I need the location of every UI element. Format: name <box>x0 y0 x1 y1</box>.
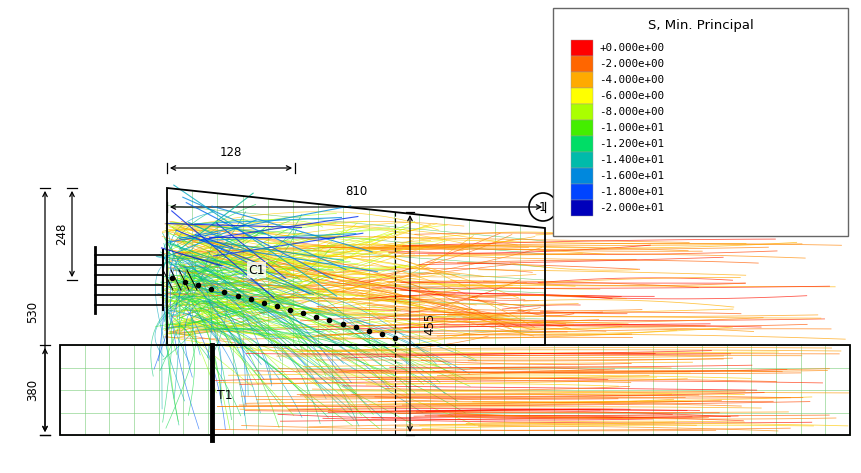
Text: -1.200e+01: -1.200e+01 <box>599 139 664 149</box>
Bar <box>571 184 593 200</box>
Text: 810: 810 <box>345 185 367 198</box>
Bar <box>571 200 593 216</box>
Text: -1.600e+01: -1.600e+01 <box>599 171 664 181</box>
Text: 380: 380 <box>27 379 40 401</box>
Bar <box>571 88 593 104</box>
Bar <box>571 168 593 184</box>
Bar <box>571 72 593 88</box>
Text: 530: 530 <box>27 300 40 323</box>
Text: C1: C1 <box>248 263 264 277</box>
Text: -2.000e+00: -2.000e+00 <box>599 59 664 69</box>
Text: -1.000e+01: -1.000e+01 <box>599 123 664 133</box>
Bar <box>571 104 593 120</box>
Bar <box>571 40 593 56</box>
Text: -4.000e+00: -4.000e+00 <box>599 75 664 85</box>
Bar <box>553 8 848 236</box>
Text: -2.000e+01: -2.000e+01 <box>599 203 664 213</box>
Bar <box>571 136 593 152</box>
Text: S, Min. Principal: S, Min. Principal <box>647 19 753 33</box>
Text: -8.000e+00: -8.000e+00 <box>599 107 664 117</box>
Bar <box>571 152 593 168</box>
Bar <box>571 56 593 72</box>
Text: 1: 1 <box>539 201 547 213</box>
Text: -1.400e+01: -1.400e+01 <box>599 155 664 165</box>
Text: -1.800e+01: -1.800e+01 <box>599 187 664 197</box>
Text: T1: T1 <box>217 388 232 402</box>
Text: 128: 128 <box>220 146 242 159</box>
Text: 455: 455 <box>424 313 437 335</box>
Bar <box>571 120 593 136</box>
Text: +0.000e+00: +0.000e+00 <box>599 43 664 53</box>
Text: 248: 248 <box>55 223 69 245</box>
Text: -6.000e+00: -6.000e+00 <box>599 91 664 101</box>
